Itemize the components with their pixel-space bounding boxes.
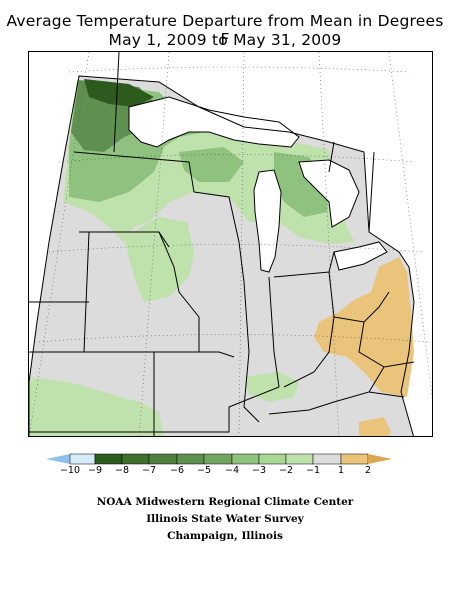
legend-swatch-minus-4-to-minus-3 (231, 453, 260, 465)
legend-swatch-minus-10-to-minus-9 (69, 453, 96, 465)
legend-swatch-minus-6-to-minus-5 (176, 453, 205, 465)
legend-tick-label: −2 (278, 465, 294, 476)
legend-tick-label: −5 (196, 465, 212, 476)
map-canvas (29, 52, 432, 436)
legend-swatch-minus-9-to-minus-8 (94, 453, 123, 465)
map-boundary (29, 75, 415, 436)
legend-swatch-minus-3-to-minus-2 (258, 453, 287, 465)
zone-darkest-green (84, 79, 154, 107)
map-date-range: May 1, 2009 to May 31, 2009 (108, 31, 342, 49)
legend-tick-label: −9 (87, 465, 103, 476)
zone-light-green-south-central (244, 372, 299, 402)
legend-tick-label: −8 (114, 465, 130, 476)
legend-tick-label: 2 (364, 465, 372, 476)
legend-swatch-plus-1-to-plus-2 (340, 453, 369, 465)
legend-swatch-above-plus-2 (368, 454, 392, 464)
legend-tick-label: −10 (59, 465, 81, 476)
lake-erie (334, 242, 387, 270)
color-legend: −10 −9 −8 −7 −6 −5 −4 −3 −2 −1 1 2 (46, 451, 406, 481)
credit-survey: Illinois State Water Survey (146, 513, 304, 525)
lake-superior (129, 97, 299, 147)
legend-swatch-minus-7-to-minus-6 (148, 453, 178, 465)
lake-huron (299, 160, 359, 227)
state-borders (29, 52, 415, 436)
legend-swatch-minus-5-to-minus-4 (203, 453, 233, 465)
legend-tick-label: −4 (224, 465, 240, 476)
temperature-departure-map (28, 51, 433, 437)
legend-swatch-below-minus-10 (46, 454, 70, 464)
legend-tick-label: −7 (141, 465, 157, 476)
lake-outlines (128, 96, 388, 273)
credit-location: Champaign, Illinois (167, 530, 283, 542)
legend-swatch-minus-1-to-plus-1 (312, 453, 342, 465)
credit-organization: NOAA Midwestern Regional Climate Center (96, 496, 354, 508)
zone-mid-green-upper (179, 147, 244, 182)
lake-michigan (254, 170, 281, 272)
legend-tick-label: −6 (169, 465, 185, 476)
legend-swatch-minus-2-to-minus-1 (285, 453, 314, 465)
legend-tick-label: 1 (337, 465, 345, 476)
legend-tick-label: −3 (251, 465, 267, 476)
legend-colorbar (46, 453, 392, 465)
legend-swatch-minus-8-to-minus-7 (121, 453, 150, 465)
legend-tick-label: −1 (305, 465, 321, 476)
zone-warm-southeast (359, 417, 391, 436)
map-title: Average Temperature Departure from Mean … (6, 12, 444, 48)
zone-light-green-southwest (29, 377, 164, 436)
